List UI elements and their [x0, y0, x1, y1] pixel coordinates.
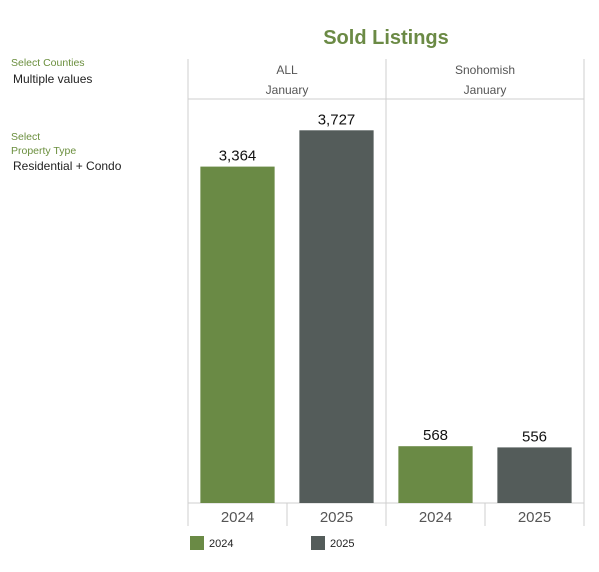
x-tick-label: 2025: [320, 509, 353, 526]
panel-1: Snohomish January 568 2024 556 2025: [398, 63, 572, 526]
x-tick-label: 2024: [221, 509, 254, 526]
bar-2025: [497, 447, 572, 503]
property-type-filter-label-line1: Select: [11, 131, 41, 143]
x-tick-label: 2025: [518, 509, 551, 526]
data-label: 3,727: [318, 111, 356, 128]
bar-2025: [299, 130, 374, 504]
data-label: 556: [522, 428, 547, 445]
panel-header-name: Snohomish: [455, 63, 515, 77]
panel-header-name: ALL: [276, 63, 298, 77]
bar-2024: [398, 446, 473, 503]
data-label: 3,364: [219, 148, 257, 165]
legend-swatch-2024: [190, 536, 204, 550]
x-tick-label: 2024: [419, 509, 452, 526]
panel-header-month: January: [464, 83, 507, 97]
panel-0: ALL January 3,364 2024 3,727 2025: [200, 63, 374, 526]
panel-header-month: January: [266, 83, 309, 97]
chart-legend: 2024 2025: [190, 536, 354, 550]
legend-label: 2024: [209, 538, 233, 550]
property-type-filter-value[interactable]: Residential + Condo: [13, 159, 122, 173]
chart-title: Sold Listings: [323, 27, 449, 49]
bar-2024: [200, 166, 275, 503]
property-type-filter-label-line2: Property Type: [11, 145, 77, 157]
data-label: 568: [423, 427, 448, 444]
counties-filter-label: Select Counties: [11, 57, 85, 69]
legend-swatch-2025: [311, 536, 325, 550]
legend-label: 2025: [330, 538, 354, 550]
counties-filter-value[interactable]: Multiple values: [13, 72, 93, 86]
chart-panels: ALL January 3,364 2024 3,727 2025 Snohomish Jan…: [200, 63, 572, 526]
